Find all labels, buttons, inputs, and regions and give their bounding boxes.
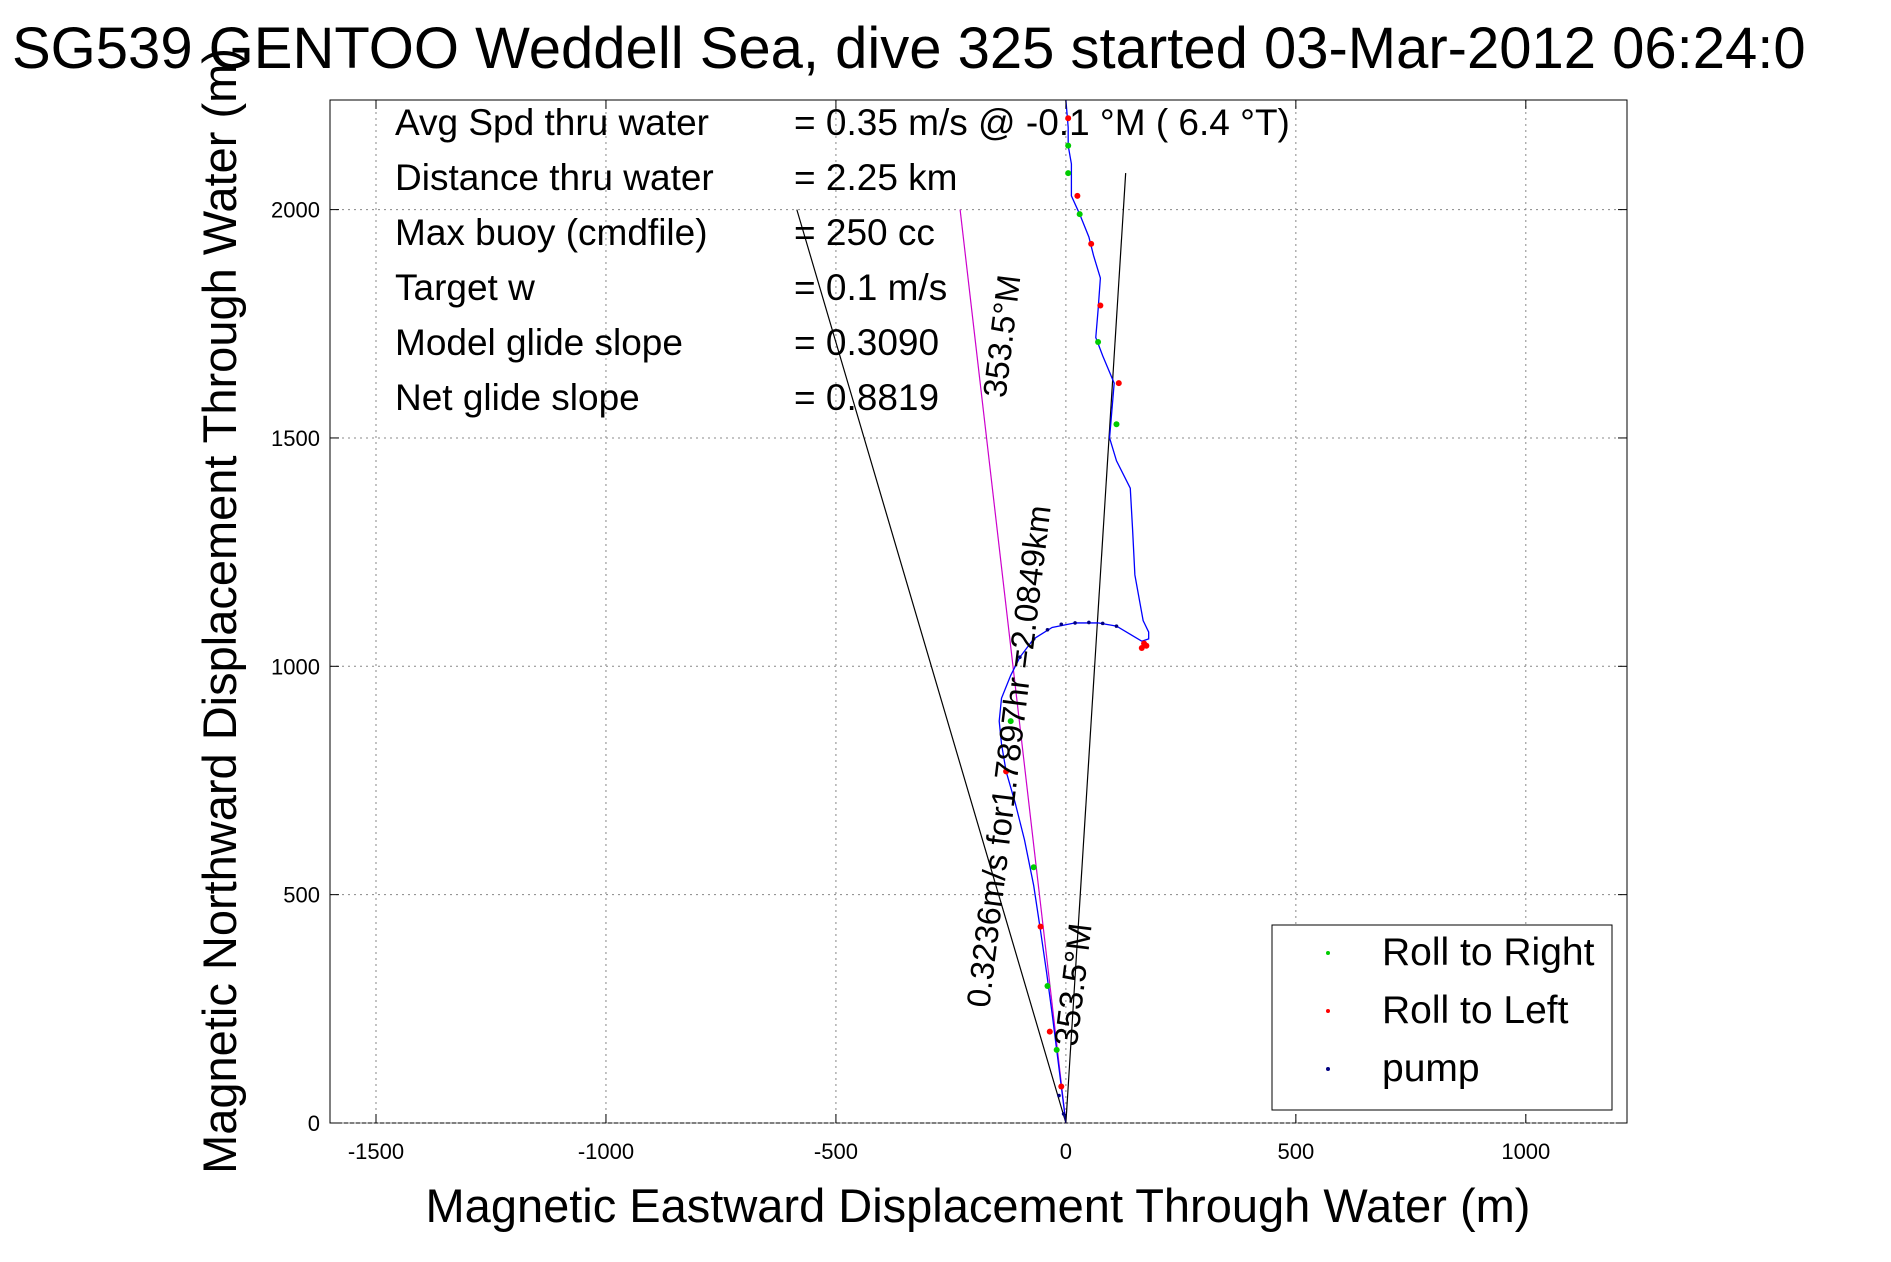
point-pump — [1061, 1112, 1066, 1116]
y-tick-label: 0 — [308, 1111, 320, 1136]
x-tick-label: -1000 — [578, 1139, 634, 1164]
markers — [1003, 115, 1150, 1116]
point-pump — [1018, 655, 1022, 659]
point-roll-to-right — [1007, 718, 1014, 725]
legend-label-pump: pump — [1382, 1047, 1480, 1090]
point-roll-to-right — [1113, 421, 1120, 428]
info-value: = 0.3090 — [794, 322, 939, 363]
legend-label-roll-to-right: Roll to Right — [1382, 931, 1595, 974]
info-value: = 0.8819 — [794, 377, 939, 418]
point-roll-to-left — [1074, 192, 1081, 199]
point-pump — [1114, 624, 1119, 628]
x-tick-label: 0 — [1060, 1139, 1072, 1164]
point-roll-to-left — [1037, 923, 1044, 930]
info-box: Avg Spd thru water = 0.35 m/s @ -0.1 °M (… — [395, 102, 1290, 418]
legend-marker-roll-to-left — [1326, 1009, 1330, 1013]
x-tick-label: -500 — [814, 1139, 858, 1164]
info-value: = 0.35 m/s @ -0.1 °M ( 6.4 °T) — [794, 102, 1290, 143]
x-tick-label: 500 — [1277, 1139, 1314, 1164]
legend-box — [1271, 924, 1613, 1111]
legend-marker-roll-to-right — [1326, 951, 1330, 955]
y-axis-ticks: 0 500 1000 1500 2000 — [271, 198, 1627, 1136]
annotations: 353.5°M0.3236m/s for1.7897hr =2.0849km35… — [959, 273, 1098, 1048]
point-roll-to-right — [1076, 211, 1083, 218]
point-pump — [1100, 621, 1105, 626]
point-roll-to-left — [1065, 115, 1072, 122]
y-tick-label: 1500 — [271, 426, 320, 451]
annotation-0: 353.5°M — [976, 273, 1028, 400]
point-roll-to-left — [1115, 380, 1122, 387]
chart-title: SG539 GENTOO Weddell Sea, dive 325 start… — [12, 16, 1806, 81]
point-roll-to-left — [1143, 642, 1150, 649]
y-tick-label: 1000 — [271, 654, 320, 679]
point-roll-to-left — [1138, 645, 1145, 652]
annotation-1: 0.3236m/s for1.7897hr =2.0849km — [959, 503, 1057, 1009]
x-tick-label: -1500 — [348, 1139, 404, 1164]
info-value: = 0.1 m/s — [794, 267, 947, 308]
point-roll-to-left — [1088, 240, 1095, 247]
point-roll-to-left — [1003, 768, 1010, 775]
info-label: Avg Spd thru water — [395, 102, 709, 143]
annotation-2: 353.5°M — [1047, 921, 1099, 1048]
track-line — [998, 99, 1150, 1124]
guide-lines — [796, 173, 1127, 1124]
point-pump — [1087, 620, 1091, 625]
x-tick-label: 1000 — [1501, 1139, 1550, 1164]
info-label: Target w — [395, 267, 535, 308]
legend-marker-pump — [1326, 1067, 1330, 1071]
point-roll-to-left — [1097, 302, 1104, 309]
legend: Roll to Right Roll to Left pump — [1271, 924, 1613, 1111]
point-roll-to-right — [1053, 1046, 1060, 1053]
point-pump — [1073, 621, 1077, 625]
point-pump — [1057, 1093, 1061, 1098]
y-tick-label: 2000 — [271, 198, 320, 223]
x-axis-label: Magnetic Eastward Displacement Through W… — [426, 1179, 1531, 1232]
point-roll-to-right — [1044, 982, 1051, 989]
guide-line-heading — [959, 209, 1067, 1124]
point-pump — [1031, 637, 1036, 641]
point-pump — [1059, 622, 1064, 627]
info-label: Max buoy (cmdfile) — [395, 212, 708, 253]
info-label: Net glide slope — [395, 377, 640, 418]
guide-line-wedge-right — [1065, 173, 1127, 1124]
point-roll-to-right — [1030, 864, 1037, 871]
legend-label-roll-to-left: Roll to Left — [1382, 989, 1569, 1032]
track-polyline — [998, 99, 1150, 1124]
guide-line-wedge-left — [796, 209, 1067, 1124]
info-value: = 250 cc — [794, 212, 935, 253]
info-value: = 2.25 km — [794, 157, 958, 198]
y-axis-label: Magnetic Northward Displacement Through … — [193, 48, 246, 1174]
info-label: Distance thru water — [395, 157, 714, 198]
point-pump — [1045, 627, 1050, 632]
point-roll-to-left — [1046, 1028, 1053, 1035]
point-roll-to-right — [1065, 142, 1072, 149]
info-label: Model glide slope — [395, 322, 683, 363]
point-roll-to-right — [1065, 170, 1072, 177]
y-tick-label: 500 — [283, 883, 320, 908]
point-roll-to-right — [1095, 339, 1102, 346]
point-roll-to-left — [1058, 1083, 1065, 1090]
x-axis-ticks: -1500 -1000 -500 0 500 1000 — [348, 100, 1550, 1164]
